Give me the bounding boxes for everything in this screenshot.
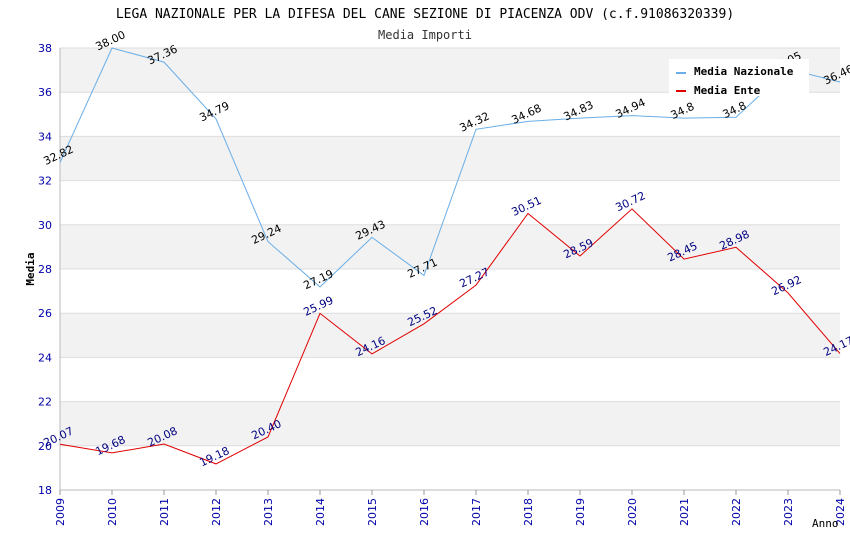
plot-band [60, 401, 840, 446]
y-tick-label: 26 [38, 307, 52, 320]
series-line-media-ente [59, 208, 841, 465]
x-tick-label: 2023 [782, 498, 795, 526]
plot-band [60, 224, 840, 269]
x-tick-label: 2010 [106, 498, 119, 526]
y-tick-label: 36 [38, 86, 52, 99]
x-tick-label: 2020 [626, 498, 639, 526]
series-line-media-nazionale [59, 47, 841, 288]
x-tick-labels: 2009 2010 2011 2012 2013 2014 2015 2016 2017 2018… [54, 490, 847, 526]
x-tick-label: 2018 [522, 498, 535, 526]
x-tick-label: 2011 [158, 498, 171, 526]
plot-band [60, 445, 840, 490]
x-tick-label: 2014 [314, 498, 327, 526]
y-tick-label: 38 [38, 42, 52, 55]
y-axis-label: Media [24, 252, 37, 285]
x-axis-label: Anno [812, 517, 839, 530]
x-tick-label: 2017 [470, 498, 483, 526]
x-tick-label: 2013 [262, 498, 275, 526]
y-tick-label: 28 [38, 263, 52, 276]
x-tick-label: 2021 [678, 498, 691, 526]
x-tick-label: 2015 [366, 498, 379, 526]
plot-band [60, 269, 840, 314]
y-tick-label: 18 [38, 484, 52, 497]
plot-bands [60, 48, 840, 490]
y-tick-label: 22 [38, 396, 52, 409]
y-tick-label: 24 [38, 351, 52, 364]
chart-subtitle: Media Importi [378, 28, 472, 42]
x-tick-label: 2019 [574, 498, 587, 526]
y-tick-label: 34 [38, 130, 52, 143]
legend-box [669, 59, 809, 96]
x-tick-label: 2009 [54, 498, 67, 526]
y-tick-label: 30 [38, 219, 52, 232]
x-tick-label: 2022 [730, 498, 743, 526]
legend: Media Nazionale Media Ente [669, 59, 809, 97]
y-tick-label: 32 [38, 175, 52, 188]
plot-band [60, 136, 840, 181]
plot-band [60, 92, 840, 137]
plot-band [60, 357, 840, 402]
legend-label-media-ente: Media Ente [694, 84, 761, 97]
x-tick-label: 2012 [210, 498, 223, 526]
legend-label-media-nazionale: Media Nazionale [694, 65, 794, 78]
y-tick-labels: 18 20 22 24 26 28 30 32 34 36 38 [38, 42, 52, 497]
series-lines [59, 47, 841, 465]
y-tick-label: 20 [38, 440, 52, 453]
x-tick-label: 2024 [834, 498, 847, 526]
plot-band [60, 313, 840, 358]
chart-title: LEGA NAZIONALE PER LA DIFESA DEL CANE SE… [116, 7, 734, 22]
x-tick-label: 2016 [418, 498, 431, 526]
